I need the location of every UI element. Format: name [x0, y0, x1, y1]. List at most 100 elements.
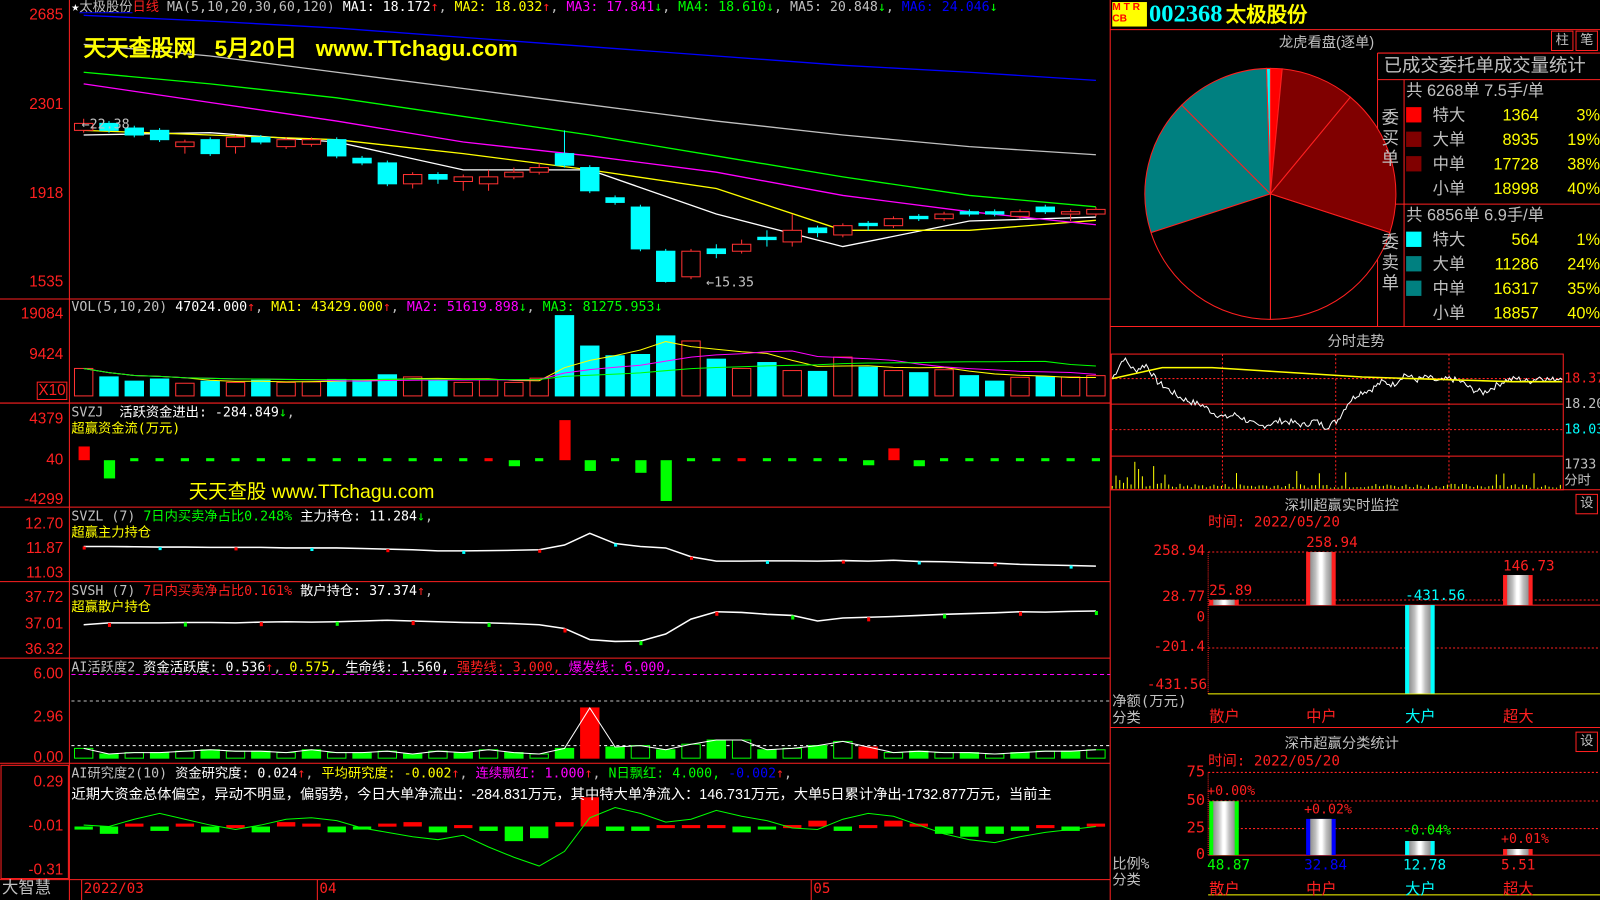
research-bar	[1061, 826, 1080, 831]
watermark-mid: 天天查股 www.TTchagu.com	[188, 481, 435, 504]
indicator-name[interactable]: SVZJ	[71, 405, 104, 421]
volume-bar	[352, 379, 372, 397]
activity-bar	[276, 752, 296, 759]
realtime-settings-button[interactable]: 设	[1575, 493, 1598, 515]
volume-bar	[1086, 375, 1106, 397]
activity-bar	[934, 752, 954, 759]
sell-row: 大单 11286 24%	[1406, 253, 1600, 277]
classify-tick: 0	[1195, 844, 1206, 864]
bar-value-label: 146.73	[1503, 557, 1555, 575]
fund-flow-bar	[180, 458, 189, 462]
indicator-name[interactable]: VOL(5,10,20)	[71, 299, 168, 316]
ai1-header: AI活跃度2 资金活跃度: 0.536↑, 0.575, 生命线: 1.560,…	[71, 660, 673, 676]
ma6-value: MA6: 24.046	[901, 0, 990, 16]
buy-row: 大单 8935 19%	[1406, 129, 1600, 153]
indicator-name[interactable]: AI研究度2(10)	[71, 766, 168, 782]
change-label: +0.00%	[1207, 783, 1256, 800]
color-swatch	[1406, 156, 1422, 172]
volume-bar	[959, 375, 980, 397]
order-pct: 40%	[1567, 305, 1600, 323]
classify-tick: 50	[1186, 790, 1206, 810]
candle-up	[175, 141, 195, 148]
realtime-tick: 0	[1196, 609, 1206, 626]
market-badge[interactable]: M T R CB	[1112, 2, 1147, 27]
ai2-consecutive-red: 连续飘红: 1.000	[475, 766, 585, 782]
main-force-tick	[917, 561, 921, 565]
net-amount-bar-shine	[1409, 605, 1431, 694]
activity-bar	[225, 750, 246, 759]
volume-bar	[124, 380, 144, 397]
classify-time: 时间: 2022/05/20	[1208, 753, 1340, 770]
candle-up	[529, 167, 549, 173]
pen-view-button[interactable]: 笔	[1575, 30, 1598, 52]
research-bar	[327, 826, 346, 833]
activity-bar	[757, 749, 777, 759]
stock-code: 002368	[1148, 1, 1223, 28]
ai2-comment: 近期大资金总体偏空，异动不明显，偏弱势，今日大单净流出：-284.831万元，其…	[71, 786, 1052, 803]
volume-bar	[73, 367, 94, 397]
period-label[interactable]: 日线	[132, 0, 160, 16]
badge-line: M T R	[1112, 2, 1141, 14]
axis-label: -4299	[24, 490, 64, 509]
research-line	[83, 806, 1096, 867]
research-bar	[555, 822, 574, 827]
main-force-line	[83, 532, 1096, 567]
fund-flow-bar	[484, 458, 493, 462]
candle-down	[605, 197, 625, 203]
activity-bar	[909, 750, 929, 759]
retail-tick	[411, 621, 415, 626]
volume-bar	[377, 374, 398, 397]
volume-bar	[251, 379, 271, 397]
volume-unit-button[interactable]: X10	[36, 381, 68, 400]
fund-flow-bar	[1066, 458, 1075, 462]
pie-slice	[1269, 193, 1391, 320]
ai1-burst-line: 爆发线: 6.000,	[568, 660, 673, 676]
activity-line	[83, 707, 1096, 755]
candle-down	[124, 127, 144, 136]
stock-name[interactable]: 太极股份	[79, 0, 133, 16]
indicator-name[interactable]: SVZL (7)	[71, 509, 136, 525]
classify-ylabel: 比例%	[1112, 856, 1150, 873]
pie-slice	[1144, 104, 1272, 234]
volume-bar	[984, 380, 1005, 397]
axis-label: 37.01	[24, 615, 64, 633]
activity-bar	[1035, 750, 1055, 759]
color-swatch	[1406, 256, 1422, 272]
buy-row: 小单 18998 40%	[1406, 178, 1600, 202]
brand-label[interactable]: 大智慧	[2, 879, 52, 897]
indicator-name[interactable]: AI活跃度2	[71, 660, 136, 676]
candle-down	[580, 167, 600, 192]
order-count: 11286	[1494, 256, 1539, 274]
main-force-tick	[310, 547, 314, 552]
favorite-star-icon[interactable]: ★	[71, 0, 80, 16]
candle-down	[757, 236, 777, 241]
order-count: 1364	[1502, 107, 1539, 125]
activity-bar	[630, 745, 651, 759]
classify-tick: 75	[1186, 762, 1206, 781]
indicator-name[interactable]: SVSH (7)	[71, 583, 136, 599]
retail-tick	[335, 621, 339, 626]
retail-tick	[639, 641, 643, 646]
bar-view-button[interactable]: 柱	[1551, 30, 1574, 52]
research-bar	[985, 826, 1004, 834]
candle-up	[276, 139, 296, 148]
volume-header: VOL(5,10,20) 47024.000↑, MA1: 43429.000↑…	[71, 299, 663, 316]
sell-summary: 共 6856单 6.9手/单	[1406, 207, 1545, 225]
fund-flow-bar	[888, 448, 900, 461]
volume-bar	[453, 381, 473, 397]
ma-params: MA(5,10,20,30,60,120)	[167, 0, 335, 16]
activity-bar	[782, 747, 802, 759]
retail-tick	[183, 622, 187, 627]
main-force-tick	[841, 560, 845, 564]
axis-label: 11.87	[26, 539, 64, 558]
research-bar	[175, 823, 195, 827]
classify-settings-button[interactable]: 设	[1575, 731, 1598, 753]
intraday-price-line	[1111, 357, 1563, 430]
research-bar	[1036, 825, 1055, 829]
date-tick: 05	[813, 880, 831, 897]
candle-down	[352, 157, 372, 164]
fund-flow-bar	[635, 460, 647, 473]
retail-line	[83, 610, 1096, 643]
